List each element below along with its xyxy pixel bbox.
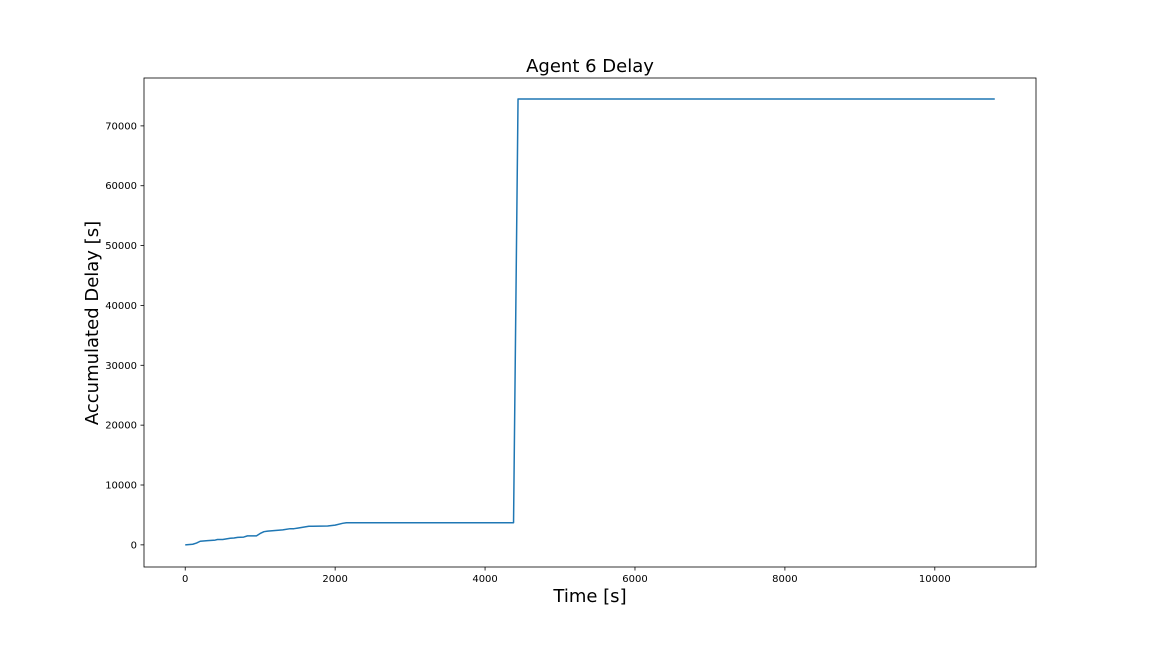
plot-frame [143,77,1037,568]
y-tick-label: 0 [131,540,137,551]
y-axis-label: Accumulated Delay [s] [82,221,103,425]
y-tick-label: 50000 [105,241,137,252]
x-tick-label: 2000 [322,574,347,585]
x-axis-label: Time [s] [552,586,626,607]
x-tick-label: 8000 [772,574,797,585]
y-tick-label: 40000 [105,301,137,312]
chart-title: Agent 6 Delay [526,56,654,77]
y-tick-label: 60000 [105,181,137,192]
x-tick-label: 0 [182,574,188,585]
y-tick-label: 30000 [105,361,137,372]
x-tick-label: 10000 [919,574,951,585]
x-axis: 0 2000 4000 6000 8000 10000 [182,567,951,585]
y-tick-label: 20000 [105,421,137,432]
x-tick-label: 4000 [472,574,497,585]
y-tick-label: 10000 [105,481,137,492]
series-line [185,98,995,546]
y-axis: 0 10000 20000 30000 40000 50000 60000 70000 [105,121,144,551]
plot-area [143,77,1037,568]
x-tick-label: 6000 [622,574,647,585]
y-tick-label: 70000 [105,121,137,132]
